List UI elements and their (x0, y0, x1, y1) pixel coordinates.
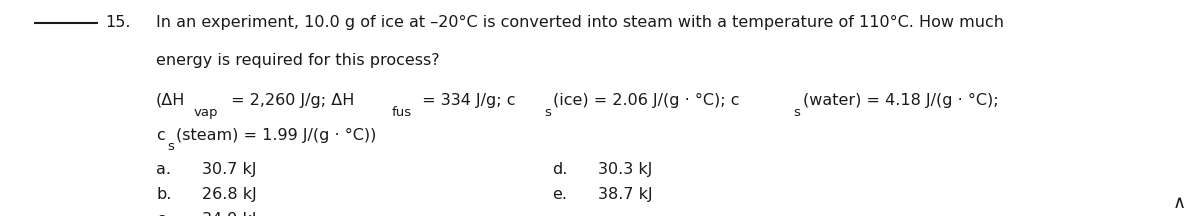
Text: a.: a. (156, 162, 172, 177)
Text: (steam) = 1.99 J/(g · °C)): (steam) = 1.99 J/(g · °C)) (176, 127, 377, 143)
Text: d.: d. (552, 162, 568, 177)
Text: c.: c. (156, 212, 170, 216)
Text: ∧: ∧ (1172, 194, 1186, 212)
Text: s: s (167, 140, 174, 153)
Text: (ΔH: (ΔH (156, 93, 185, 108)
Text: 15.: 15. (106, 15, 131, 30)
Text: 30.3 kJ: 30.3 kJ (598, 162, 652, 177)
Text: s: s (793, 106, 800, 119)
Text: (ice) = 2.06 J/(g · °C); c: (ice) = 2.06 J/(g · °C); c (553, 93, 739, 108)
Text: (water) = 4.18 J/(g · °C);: (water) = 4.18 J/(g · °C); (803, 93, 998, 108)
Text: e.: e. (552, 187, 568, 202)
Text: 30.7 kJ: 30.7 kJ (202, 162, 256, 177)
Text: energy is required for this process?: energy is required for this process? (156, 53, 439, 68)
Text: 34.9 kJ: 34.9 kJ (202, 212, 256, 216)
Text: c: c (156, 127, 164, 143)
Text: b.: b. (156, 187, 172, 202)
Text: 38.7 kJ: 38.7 kJ (598, 187, 653, 202)
Text: 26.8 kJ: 26.8 kJ (202, 187, 257, 202)
Text: fus: fus (391, 106, 412, 119)
Text: = 2,260 J/g; ΔH: = 2,260 J/g; ΔH (226, 93, 354, 108)
Text: vap: vap (194, 106, 218, 119)
Text: In an experiment, 10.0 g of ice at –20°C is converted into steam with a temperat: In an experiment, 10.0 g of ice at –20°C… (156, 15, 1004, 30)
Text: = 334 J/g; c: = 334 J/g; c (418, 93, 516, 108)
Text: s: s (545, 106, 551, 119)
